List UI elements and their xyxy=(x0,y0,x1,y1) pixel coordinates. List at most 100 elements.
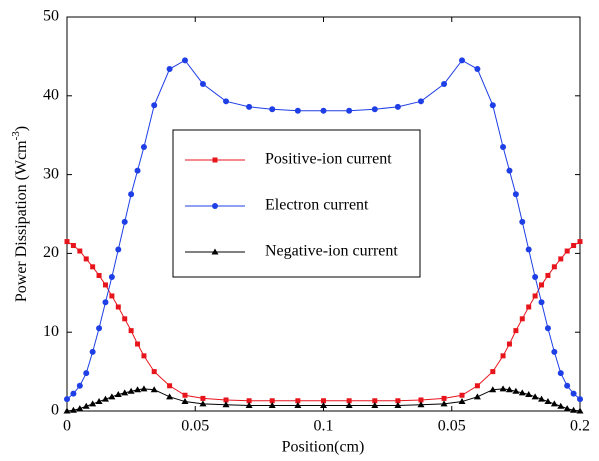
marker xyxy=(473,393,481,400)
marker xyxy=(246,103,253,110)
marker xyxy=(166,393,174,400)
marker xyxy=(519,316,525,322)
marker xyxy=(76,382,83,389)
marker xyxy=(212,157,218,163)
marker xyxy=(269,106,276,113)
marker xyxy=(96,325,103,332)
y-axis-label: Power Dissipation (Wcm-3) xyxy=(10,126,30,302)
marker xyxy=(538,299,545,306)
marker xyxy=(558,256,564,262)
marker xyxy=(570,406,578,413)
marker xyxy=(114,390,122,397)
marker xyxy=(394,401,402,408)
marker xyxy=(545,272,551,278)
marker xyxy=(512,191,519,198)
marker xyxy=(115,304,121,310)
y-tick-label: 40 xyxy=(43,86,59,103)
marker xyxy=(499,385,507,392)
marker xyxy=(140,144,147,151)
marker xyxy=(570,390,577,397)
marker xyxy=(141,353,147,359)
marker xyxy=(77,248,83,254)
marker xyxy=(459,392,465,398)
marker xyxy=(83,256,89,262)
marker xyxy=(320,401,327,408)
marker xyxy=(70,390,77,397)
marker xyxy=(135,341,141,347)
marker xyxy=(294,401,302,408)
x-tick-label: 0.1 xyxy=(314,418,334,435)
marker xyxy=(121,218,128,225)
marker xyxy=(525,390,533,397)
marker xyxy=(64,239,70,245)
marker xyxy=(345,401,353,408)
y-tick-label: 20 xyxy=(43,244,59,261)
legend-label: Negative-ion current xyxy=(265,243,398,260)
marker xyxy=(441,80,448,87)
x-tick-label: 0.05 xyxy=(438,418,466,435)
marker xyxy=(64,396,70,403)
marker xyxy=(245,401,253,408)
marker xyxy=(459,57,466,64)
marker xyxy=(182,392,188,398)
marker xyxy=(150,386,158,393)
marker xyxy=(166,66,173,73)
marker xyxy=(577,239,583,245)
marker xyxy=(121,389,129,396)
y-label-main: Power Dissipation (Wcm xyxy=(13,140,30,302)
marker xyxy=(223,98,230,105)
marker xyxy=(167,383,173,389)
marker xyxy=(199,80,206,87)
marker xyxy=(122,316,128,322)
marker xyxy=(140,385,148,392)
marker xyxy=(474,383,480,389)
marker xyxy=(181,57,188,64)
y-label-sup: -3 xyxy=(10,131,22,141)
marker xyxy=(115,246,122,253)
marker xyxy=(551,264,557,270)
marker xyxy=(544,398,552,405)
marker xyxy=(102,282,108,288)
marker xyxy=(69,406,77,413)
marker xyxy=(108,393,116,400)
marker xyxy=(500,144,507,151)
marker xyxy=(532,274,539,281)
marker xyxy=(101,395,109,402)
marker xyxy=(513,328,519,334)
marker xyxy=(320,107,327,114)
marker xyxy=(109,293,115,299)
x-tick-label: 0.05 xyxy=(181,418,209,435)
y-tick-label: 10 xyxy=(43,323,59,340)
marker xyxy=(268,401,276,408)
legend-label: Positive-ion current xyxy=(265,151,392,168)
marker xyxy=(102,299,109,306)
marker xyxy=(346,107,353,114)
legend-label: Electron current xyxy=(265,197,369,214)
marker xyxy=(295,398,301,404)
marker xyxy=(222,401,230,408)
marker xyxy=(519,218,526,225)
marker xyxy=(417,401,425,408)
marker xyxy=(557,370,564,377)
marker xyxy=(506,341,512,347)
x-tick-label: 0.2 xyxy=(570,418,590,435)
marker xyxy=(371,401,379,408)
marker xyxy=(394,103,401,110)
marker xyxy=(458,398,466,405)
marker xyxy=(551,348,558,355)
marker xyxy=(95,398,103,405)
y-tick-label: 50 xyxy=(43,8,59,25)
plot-frame xyxy=(66,16,581,412)
y-tick-label: 30 xyxy=(43,165,59,182)
marker xyxy=(128,191,135,198)
marker xyxy=(557,402,565,409)
marker xyxy=(506,167,513,174)
marker xyxy=(151,102,158,109)
marker xyxy=(76,405,84,412)
marker xyxy=(564,248,570,254)
marker xyxy=(151,369,157,375)
x-axis-label: Position(cm) xyxy=(282,439,365,456)
marker xyxy=(571,243,577,249)
marker xyxy=(223,397,229,403)
